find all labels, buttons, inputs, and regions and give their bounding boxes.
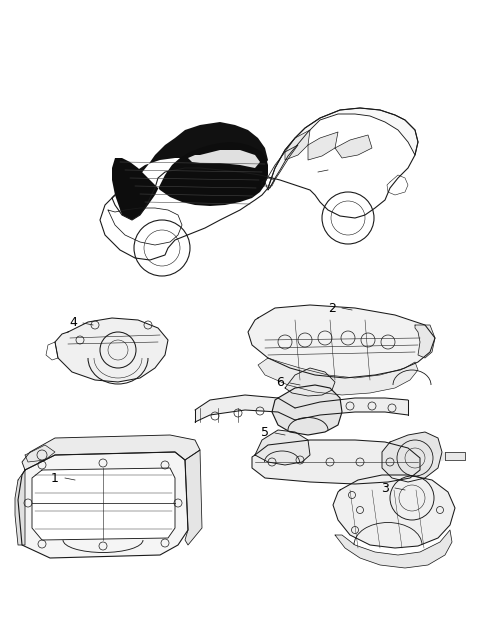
Polygon shape — [285, 368, 335, 396]
Polygon shape — [18, 452, 188, 558]
Polygon shape — [268, 108, 418, 188]
Polygon shape — [255, 430, 310, 465]
Polygon shape — [15, 470, 25, 545]
Polygon shape — [420, 452, 465, 468]
Polygon shape — [335, 135, 372, 158]
Polygon shape — [333, 475, 455, 548]
Polygon shape — [195, 395, 295, 422]
Polygon shape — [25, 445, 55, 462]
Text: 5: 5 — [261, 427, 269, 440]
Polygon shape — [188, 150, 260, 168]
Polygon shape — [308, 132, 338, 160]
Polygon shape — [100, 108, 418, 260]
Polygon shape — [32, 468, 175, 540]
Text: 3: 3 — [381, 481, 389, 495]
Polygon shape — [115, 122, 268, 195]
Polygon shape — [415, 325, 435, 358]
Polygon shape — [382, 432, 442, 482]
Text: 1: 1 — [51, 471, 59, 484]
Polygon shape — [112, 142, 268, 220]
Polygon shape — [248, 305, 435, 378]
Text: 2: 2 — [328, 302, 336, 314]
Polygon shape — [22, 435, 200, 470]
Polygon shape — [258, 358, 418, 395]
Polygon shape — [285, 130, 310, 160]
Text: 4: 4 — [69, 316, 77, 329]
Polygon shape — [335, 530, 452, 568]
Polygon shape — [55, 318, 168, 382]
Polygon shape — [272, 385, 342, 435]
Polygon shape — [185, 450, 202, 545]
Polygon shape — [252, 440, 420, 484]
Text: 6: 6 — [276, 377, 284, 389]
Polygon shape — [295, 398, 408, 420]
